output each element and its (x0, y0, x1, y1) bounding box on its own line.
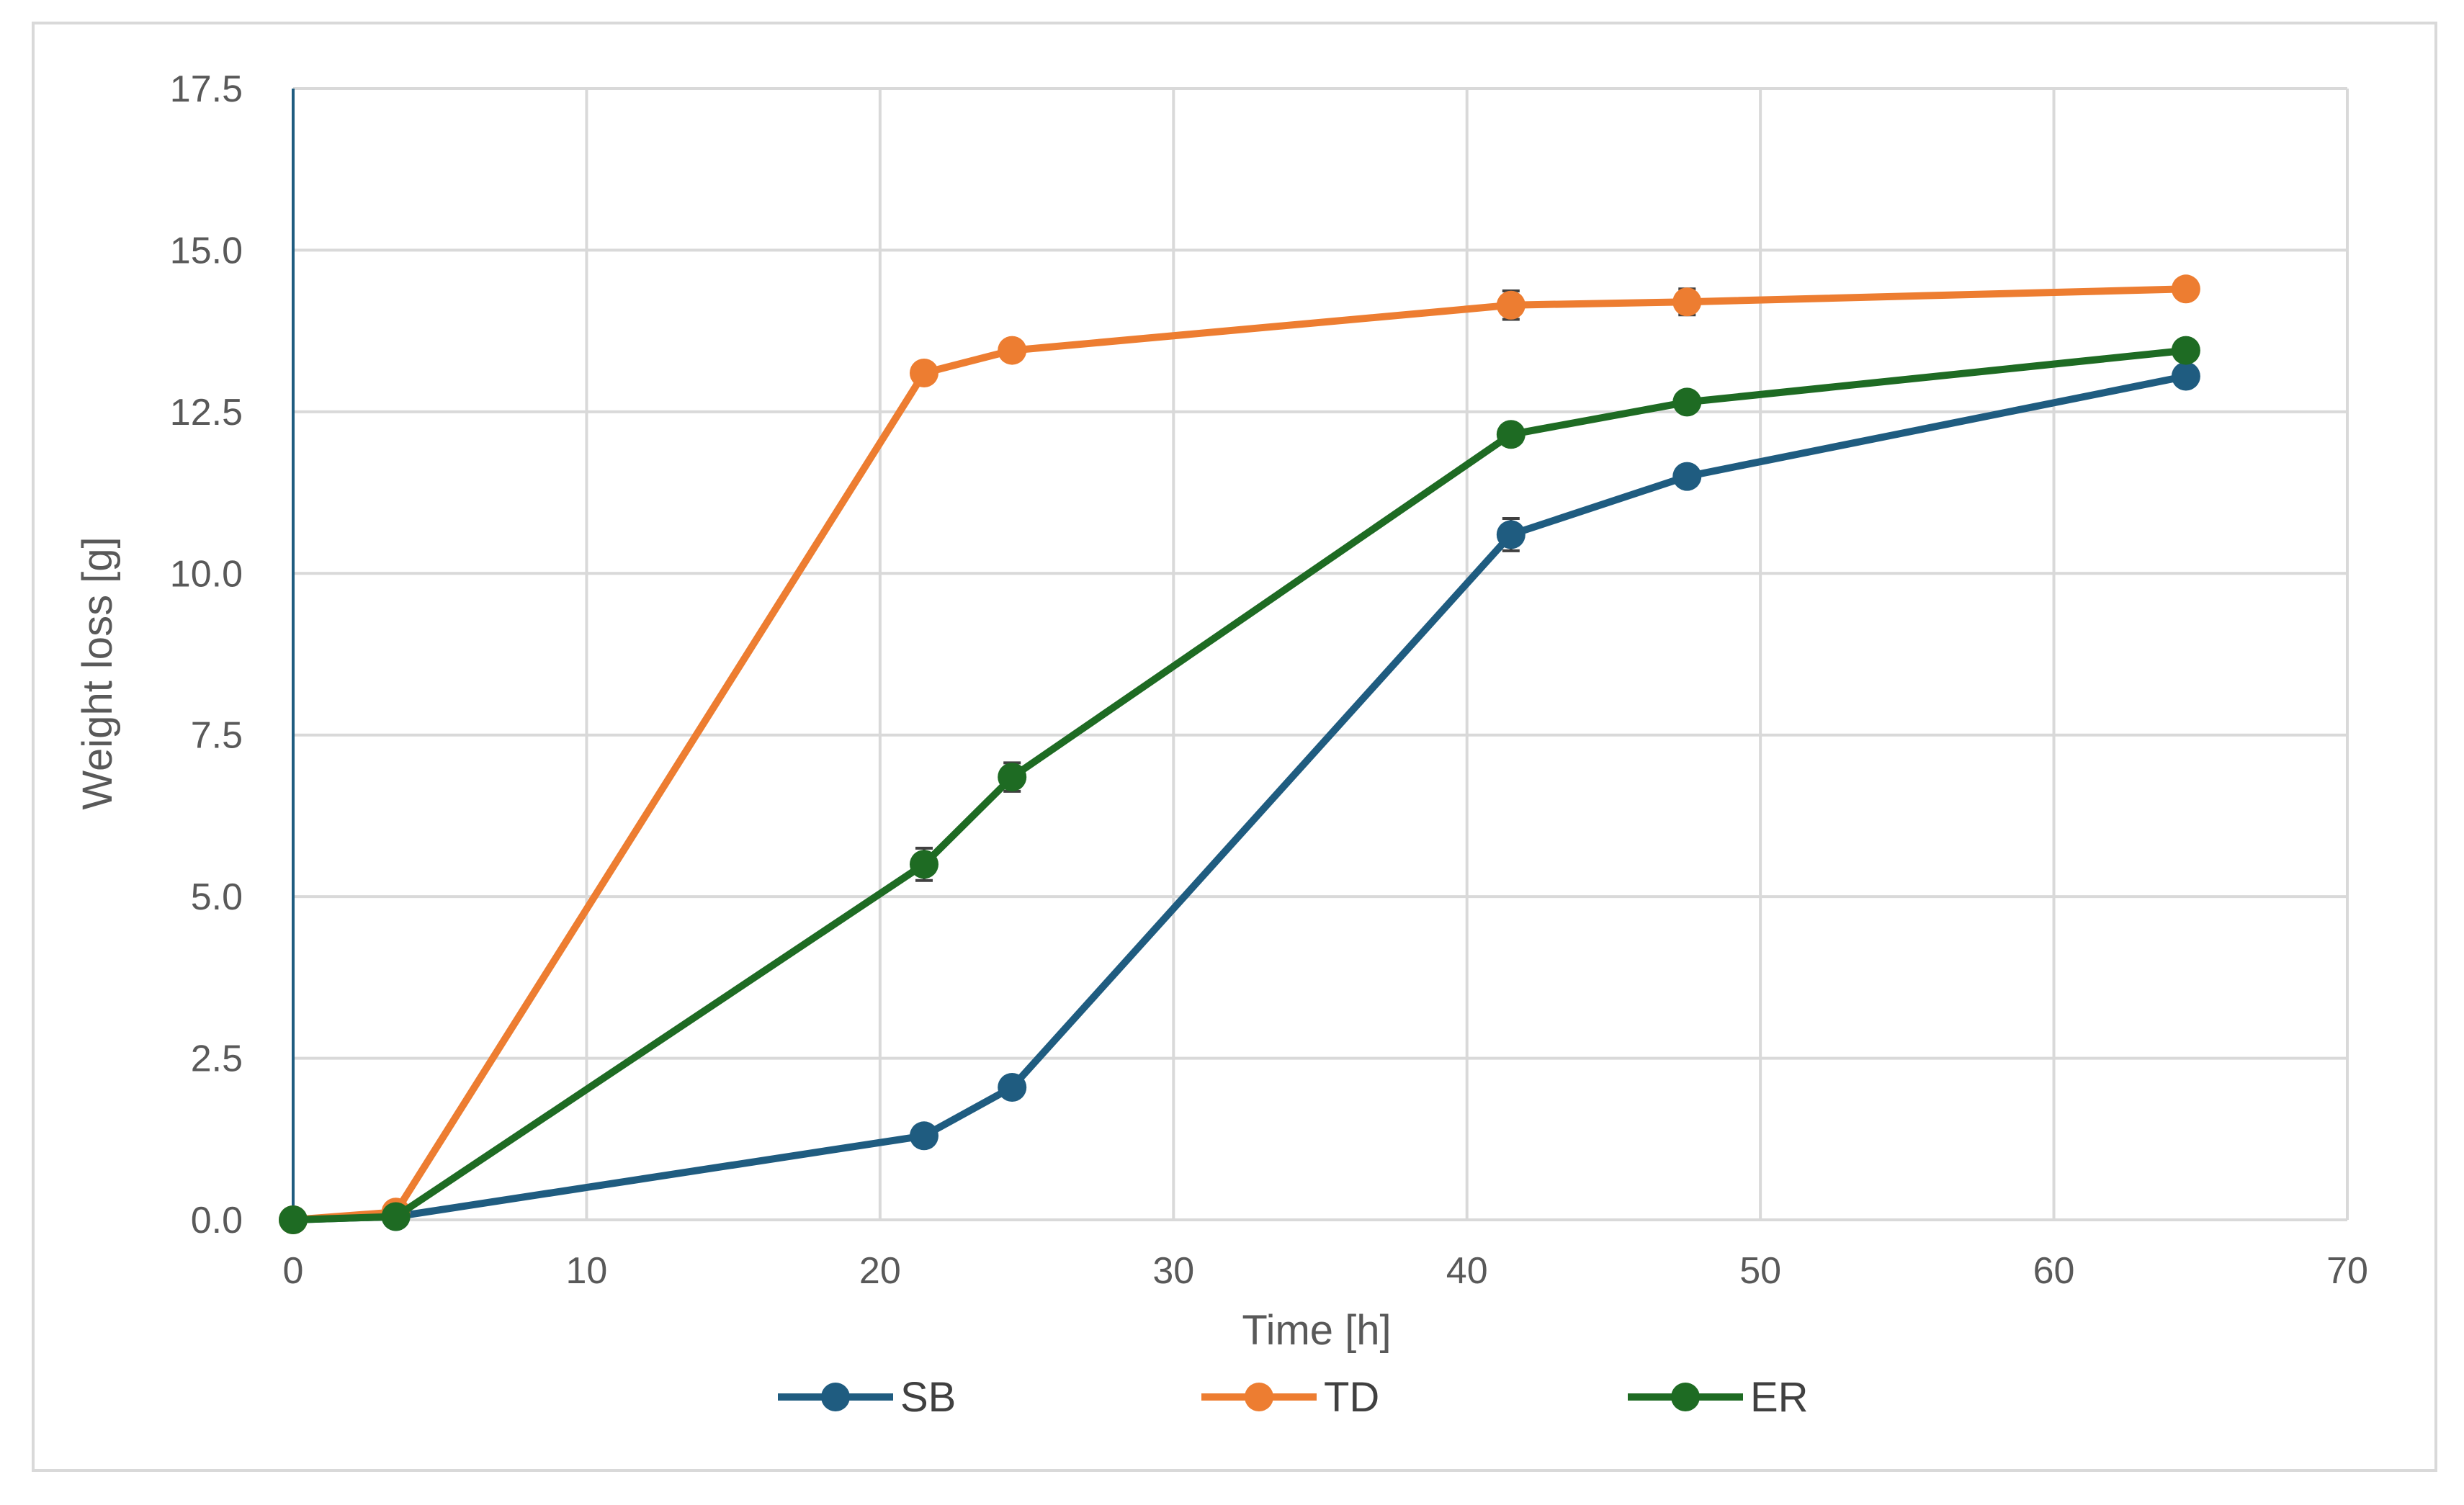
chart-frame (32, 22, 2437, 1472)
axes (292, 89, 2347, 1221)
y-axis-title: Weight loss [g] (74, 536, 121, 809)
legend-swatch-marker (821, 1383, 850, 1411)
grid-lines (293, 87, 2349, 1220)
x-tick-label: 0 (283, 1250, 304, 1292)
series-sb-point (2171, 361, 2200, 391)
series-sb-point (998, 1072, 1027, 1102)
x-tick-label: 10 (566, 1250, 608, 1292)
x-tick-label: 20 (859, 1250, 901, 1292)
series-td-point (909, 358, 938, 387)
y-tick-label: 5.0 (191, 876, 243, 918)
series-er-point (2171, 336, 2200, 365)
series-er-point (998, 763, 1027, 792)
y-tick-label: 15.0 (170, 230, 243, 271)
series-td-point (1672, 287, 1702, 317)
x-tick-label: 40 (1446, 1250, 1488, 1292)
series-er (279, 336, 2200, 1234)
x-tick-label: 30 (1152, 1250, 1194, 1292)
legend-swatch-marker (1671, 1383, 1700, 1411)
series-group (279, 274, 2200, 1234)
legend: SB TD ER (778, 1374, 1809, 1421)
series-sb-point (909, 1121, 938, 1151)
series-td-line (292, 285, 2187, 1223)
y-tick-label: 12.5 (170, 392, 243, 433)
legend-item-sb: SB (778, 1374, 956, 1421)
x-axis-title: Time [h] (1242, 1307, 1391, 1354)
legend-label-td: TD (1324, 1374, 1379, 1421)
x-tick-label: 60 (2033, 1250, 2075, 1292)
series-td-point (998, 336, 1027, 365)
y-tick-label: 10.0 (170, 553, 243, 595)
x-tick-label: 50 (1739, 1250, 1781, 1292)
series-td-point (2171, 274, 2200, 304)
series-td-point (1496, 290, 1526, 320)
y-tick-label: 17.5 (170, 68, 243, 110)
x-tick-label: 70 (2326, 1250, 2368, 1292)
series-er-line (292, 346, 2187, 1223)
series-sb-point (1496, 520, 1526, 549)
series-td (279, 274, 2200, 1234)
legend-swatch-marker (1245, 1383, 1273, 1411)
series-er-point (1672, 387, 1702, 417)
y-tick-label: 2.5 (191, 1038, 243, 1080)
series-er-point (381, 1202, 411, 1231)
legend-label-sb: SB (900, 1374, 956, 1421)
tick-labels: 0 10 20 30 40 50 60 70 0.0 2.5 5.0 7.5 10.0 12.5 15.0 1… (170, 68, 2368, 1292)
legend-label-er: ER (1750, 1374, 1809, 1421)
series-sb-point (1672, 462, 1702, 491)
series-er-point (1496, 420, 1526, 449)
legend-item-er: ER (1628, 1374, 1809, 1421)
y-tick-label: 0.0 (191, 1200, 243, 1241)
series-er-point (279, 1205, 308, 1234)
y-tick-label: 7.5 (191, 715, 243, 757)
legend-item-td: TD (1201, 1374, 1379, 1421)
series-er-point (909, 850, 938, 879)
